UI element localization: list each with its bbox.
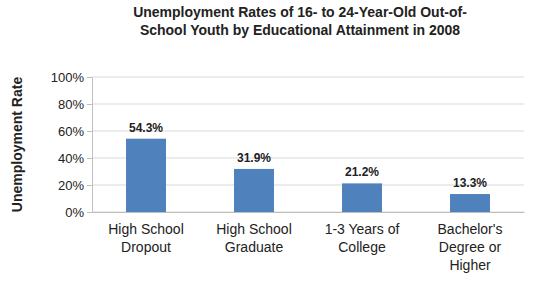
y-tick: 0% bbox=[65, 205, 92, 220]
x-tick-label-line: Dropout bbox=[121, 239, 171, 255]
x-tick-label-line: High School bbox=[108, 221, 184, 237]
bar bbox=[342, 183, 382, 212]
y-tick-label: 0% bbox=[65, 205, 84, 220]
grid bbox=[92, 77, 524, 212]
x-tick-label-line: Graduate bbox=[225, 239, 284, 255]
y-tick: 60% bbox=[58, 124, 92, 139]
data-label: 21.2% bbox=[345, 165, 379, 179]
x-tick-label-line: 1-3 Years of bbox=[325, 221, 400, 237]
y-tick-label: 40% bbox=[58, 151, 84, 166]
data-label: 13.3% bbox=[453, 176, 487, 190]
x-tick-label: High School Graduate bbox=[216, 221, 292, 255]
y-tick-label: 100% bbox=[51, 70, 85, 85]
grid-line bbox=[92, 104, 524, 105]
title-line: Unemployment Rates of 16- to 24-Year-Old… bbox=[133, 4, 467, 20]
y-tick-mark bbox=[87, 212, 92, 213]
y-tick-label: 60% bbox=[58, 124, 84, 139]
x-tick-label-line: College bbox=[338, 239, 386, 255]
data-labels: 54.3% 31.9% 21.2% 13.3% bbox=[129, 121, 487, 190]
y-axis-line bbox=[92, 78, 93, 213]
title-line: School Youth by Educational Attainment i… bbox=[140, 22, 460, 38]
title: Unemployment Rates of 16- to 24-Year-Old… bbox=[133, 4, 467, 38]
bar bbox=[450, 194, 490, 212]
y-tick-mark bbox=[87, 185, 92, 186]
y-tick-label: 80% bbox=[58, 97, 84, 112]
x-tick-label-line: Bachelor's bbox=[438, 221, 503, 237]
x-tick-label: 1-3 Years of College bbox=[325, 221, 400, 255]
chart: Unemployment Rates of 16- to 24-Year-Old… bbox=[0, 0, 542, 295]
y-tick-mark bbox=[87, 131, 92, 132]
grid-line bbox=[92, 77, 524, 78]
x-axis-line bbox=[93, 212, 525, 213]
x-tick-label-line: Higher bbox=[449, 257, 491, 273]
y-tick: 40% bbox=[58, 151, 92, 166]
bar bbox=[234, 169, 274, 212]
y-tick: 80% bbox=[58, 97, 92, 112]
x-tick-label-line: High School bbox=[216, 221, 292, 237]
y-tick-mark bbox=[87, 77, 92, 78]
x-axis bbox=[93, 212, 525, 213]
data-label: 54.3% bbox=[129, 121, 163, 135]
bars bbox=[126, 139, 490, 212]
y-axis-title: Unemployment Rate bbox=[9, 77, 25, 213]
x-tick-label-line: Degree or bbox=[439, 239, 502, 255]
y-tick: 20% bbox=[58, 178, 92, 193]
y-axis: 0% 20% 40% 60% 80% 100% bbox=[51, 70, 93, 220]
data-label: 31.9% bbox=[237, 151, 271, 165]
y-tick-mark bbox=[87, 104, 92, 105]
y-tick-label: 20% bbox=[58, 178, 84, 193]
y-tick-mark bbox=[87, 158, 92, 159]
plot: 0% 20% 40% 60% 80% 100% bbox=[51, 70, 525, 220]
y-tick: 100% bbox=[51, 70, 92, 85]
x-tick-label: Bachelor's Degree or Higher bbox=[438, 221, 503, 273]
x-tick-label: High School Dropout bbox=[108, 221, 184, 255]
bar bbox=[126, 139, 166, 212]
